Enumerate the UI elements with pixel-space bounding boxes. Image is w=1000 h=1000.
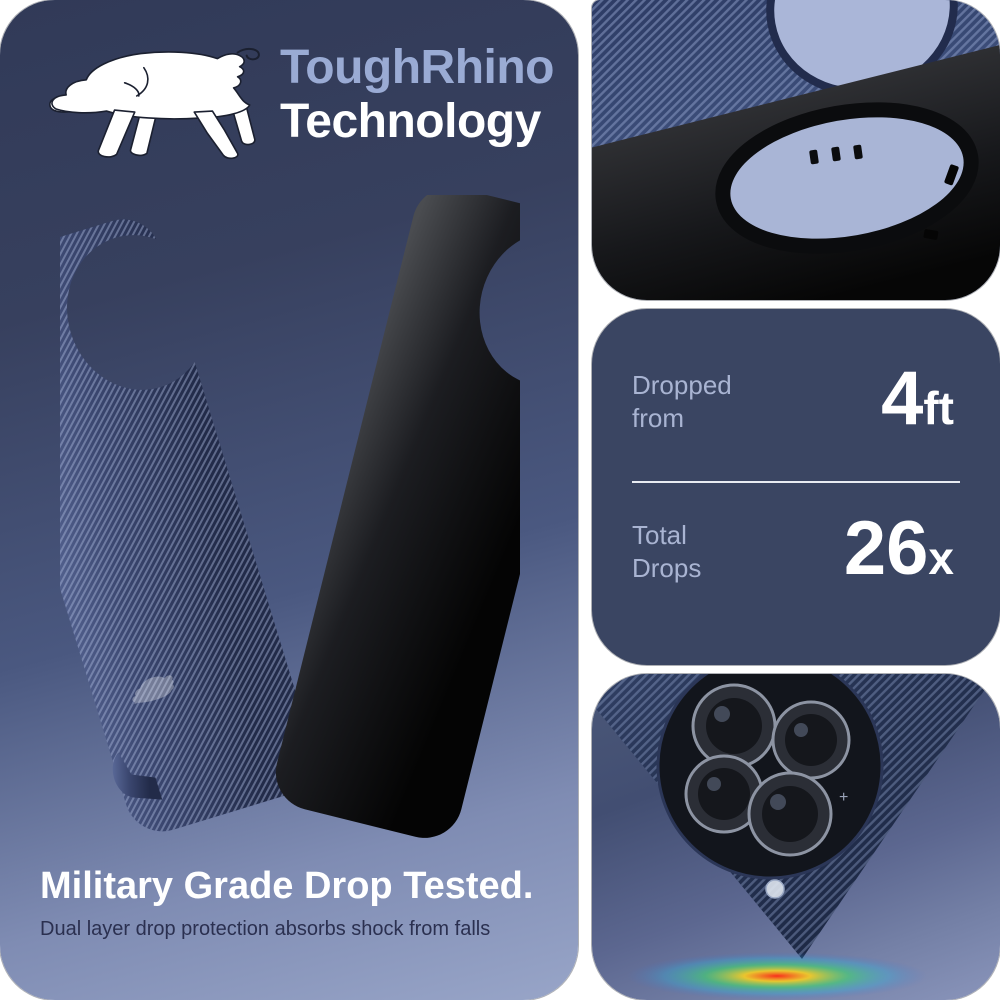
svg-text:+: + xyxy=(839,789,848,806)
